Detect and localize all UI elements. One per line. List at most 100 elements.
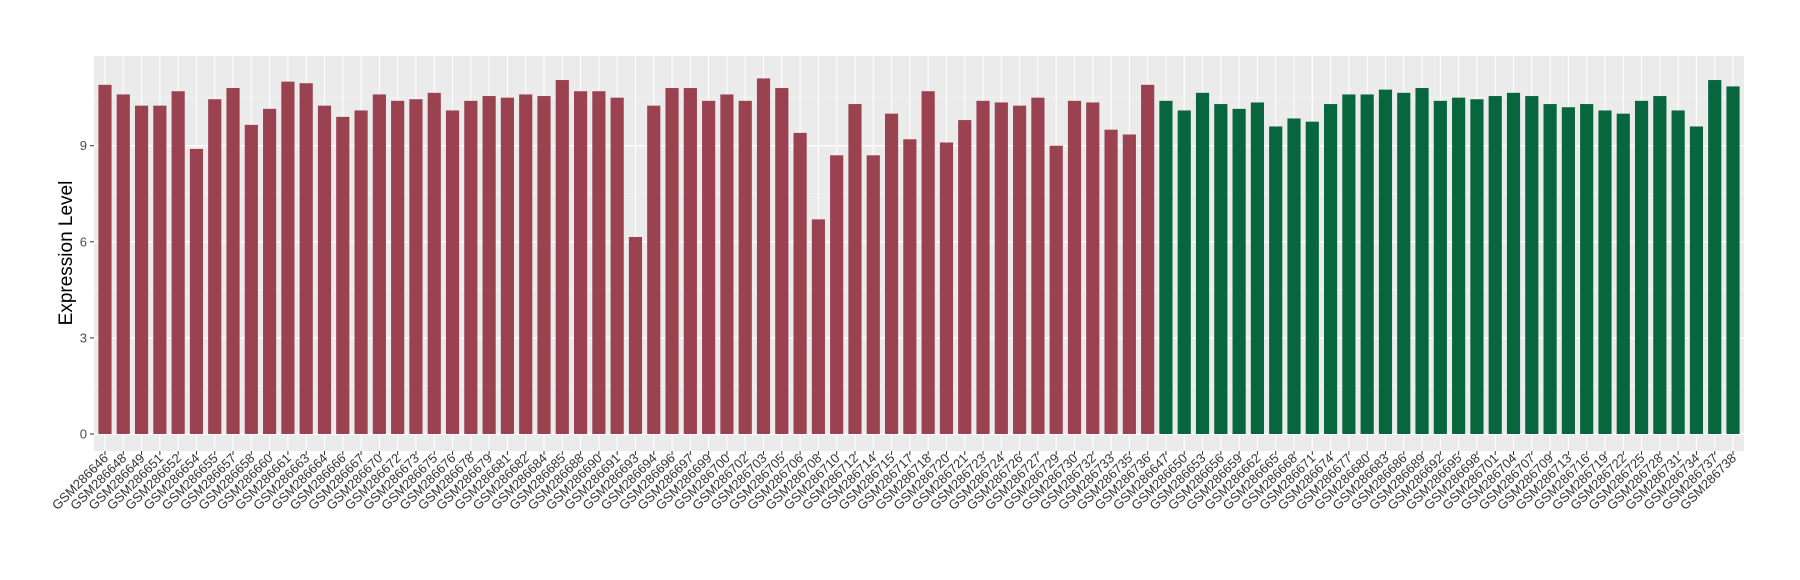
bar (116, 94, 130, 435)
bar (592, 91, 606, 434)
bar (775, 88, 789, 434)
bar (1506, 92, 1521, 434)
bar (1726, 86, 1740, 435)
bar (574, 91, 588, 434)
bar (409, 99, 423, 435)
bar (1122, 134, 1136, 435)
bar (336, 116, 350, 434)
bar (610, 97, 624, 434)
bar (1397, 92, 1411, 434)
plot-panel (94, 56, 1744, 451)
bar (884, 113, 899, 435)
bar (500, 97, 514, 434)
bar (372, 94, 386, 435)
y-tick-label: 3 (80, 330, 87, 345)
bar (1049, 145, 1063, 434)
bar (519, 94, 533, 435)
bar (921, 91, 935, 434)
bar (208, 99, 222, 435)
bar (958, 120, 972, 434)
bar (1086, 102, 1100, 434)
bar (464, 100, 478, 434)
bar (1159, 100, 1173, 434)
bar (1543, 104, 1557, 435)
bar (537, 96, 551, 435)
bar (1433, 100, 1447, 434)
bar (299, 83, 313, 434)
bar (1214, 104, 1228, 435)
bar (1360, 94, 1374, 435)
bar (134, 105, 149, 435)
bar (1452, 97, 1466, 434)
bar (1671, 110, 1685, 434)
bar (1415, 88, 1429, 434)
bar (1232, 108, 1246, 435)
bar (702, 100, 716, 434)
bar (1616, 113, 1630, 435)
bar (189, 148, 204, 434)
bar (1634, 100, 1649, 434)
bar (628, 236, 643, 434)
bar (866, 155, 880, 434)
bar (976, 100, 990, 434)
bar (848, 104, 862, 435)
y-axis: 0 3 6 9 (80, 138, 94, 442)
bar (1287, 118, 1301, 435)
bar (555, 80, 569, 434)
bar (1598, 110, 1612, 434)
bar (1324, 104, 1338, 435)
bar (1013, 105, 1027, 435)
y-tick-label: 6 (80, 234, 87, 249)
y-tick-label: 9 (80, 138, 87, 153)
bar (427, 92, 441, 434)
bar (683, 88, 697, 434)
bar (647, 105, 661, 435)
bar (720, 94, 734, 435)
bar (756, 78, 771, 434)
bar (281, 81, 295, 434)
bar (903, 139, 917, 434)
bar (1104, 129, 1118, 434)
bar (1031, 97, 1045, 434)
bar (1378, 89, 1393, 434)
bar (1689, 126, 1704, 434)
bar (1525, 96, 1539, 435)
bar (1177, 110, 1191, 434)
bars (98, 78, 1740, 435)
bar (391, 100, 405, 434)
bar (1305, 121, 1319, 434)
y-tick-label: 0 (80, 427, 87, 442)
bar (1653, 96, 1667, 435)
bar (98, 84, 112, 434)
bar (793, 132, 807, 435)
x-axis: GSM286646GSM286648GSM286649GSM286651GSM2… (49, 451, 1739, 513)
bar (171, 91, 185, 434)
bar (1250, 102, 1264, 434)
bar (244, 124, 258, 435)
bar (1067, 100, 1082, 434)
bar (1708, 80, 1722, 434)
bar (1580, 104, 1594, 435)
bar (1141, 84, 1155, 434)
bar (1488, 96, 1502, 435)
bar (317, 105, 332, 435)
bar (1561, 107, 1575, 434)
bar (263, 108, 277, 435)
bar (665, 88, 679, 434)
bar (994, 102, 1008, 434)
bar (226, 88, 240, 434)
bar (738, 100, 752, 434)
bar (811, 219, 825, 434)
bar (939, 142, 954, 435)
bar (1195, 92, 1210, 434)
bar (1269, 126, 1283, 434)
bar (1342, 94, 1356, 435)
bar (445, 110, 460, 434)
bar (1470, 99, 1484, 435)
y-axis-title: Expression Level (56, 181, 77, 326)
bar (830, 155, 844, 434)
bar (354, 110, 368, 434)
bar (153, 105, 167, 435)
